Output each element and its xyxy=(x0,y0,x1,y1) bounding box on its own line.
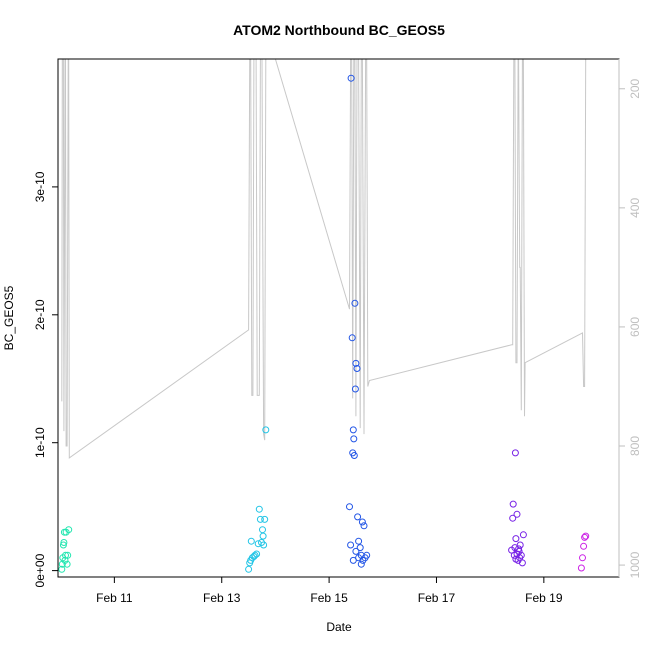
scatter-point xyxy=(358,518,366,526)
scatter-point xyxy=(62,551,69,559)
scatter-point xyxy=(259,532,267,540)
scatter-point xyxy=(512,535,520,543)
scatter-point xyxy=(582,532,590,540)
scatter-point xyxy=(349,426,357,434)
scatter-point xyxy=(255,505,263,513)
scatter-point xyxy=(355,537,363,545)
x-tick-label: Feb 11 xyxy=(96,591,133,605)
x-axis: Feb 11 Feb 13 Feb 15 Feb 17 Feb 19 xyxy=(96,577,563,605)
y-tick-label: 1e-10 xyxy=(33,427,47,458)
pressure-series-line xyxy=(61,58,587,459)
scatter-point xyxy=(58,565,66,573)
scatter-point xyxy=(581,533,589,541)
scatter-point xyxy=(348,334,356,342)
x-tick-label: Feb 17 xyxy=(418,591,456,605)
scatter-point xyxy=(355,554,363,562)
plot-frame xyxy=(57,58,620,578)
scatter-point xyxy=(347,74,355,82)
scatter-point xyxy=(245,565,253,573)
scatter-point xyxy=(347,541,355,549)
scatter-point xyxy=(353,365,361,372)
scatter-point xyxy=(519,531,527,539)
scatter-point xyxy=(65,526,73,534)
right-tick-label: 600 xyxy=(628,317,642,337)
right-tick-label: 800 xyxy=(628,436,642,456)
scatter-point xyxy=(509,500,517,508)
scatter-points-layer xyxy=(58,74,590,573)
y-tick-label: 0e+00 xyxy=(33,553,47,587)
y-tick-label: 3e-10 xyxy=(33,171,47,202)
right-axis: 200 400 600 800 1000 xyxy=(618,59,642,578)
scatter-point xyxy=(363,551,371,559)
y-axis-label: BC_GEOS5 xyxy=(2,285,16,350)
right-tick-label: 1000 xyxy=(628,551,642,578)
scatter-point xyxy=(513,510,521,518)
scatter-point xyxy=(352,547,360,555)
scatter-point xyxy=(262,426,270,434)
pressure-line-layer xyxy=(61,58,587,459)
scatter-point xyxy=(59,541,67,549)
scatter-point xyxy=(360,522,368,530)
scatter-point xyxy=(352,359,360,367)
scatter-point xyxy=(64,551,72,559)
right-tick-label: 400 xyxy=(628,198,642,218)
scatter-point xyxy=(60,539,68,546)
y-axis: 0e+00 1e-10 2e-10 3e-10 xyxy=(33,171,58,587)
scatter-point xyxy=(356,544,364,552)
scatter-point xyxy=(357,560,365,568)
scatter-point xyxy=(63,560,71,568)
scatter-point xyxy=(351,385,359,393)
scatter-point xyxy=(516,541,524,549)
scatter-point xyxy=(256,515,264,523)
scatter-point xyxy=(517,551,525,559)
scatter-point xyxy=(512,555,520,563)
scatter-point xyxy=(259,526,266,534)
scatter-point xyxy=(251,551,259,559)
x-axis-label: Date xyxy=(326,620,352,634)
x-tick-label: Feb 13 xyxy=(203,591,241,605)
x-tick-label: Feb 15 xyxy=(310,591,348,605)
scatter-point xyxy=(354,513,362,521)
scatter-point xyxy=(261,515,269,523)
scatter-point xyxy=(509,514,517,522)
scatter-point xyxy=(253,550,261,558)
scatter-point xyxy=(260,541,268,549)
y-tick-label: 2e-10 xyxy=(33,299,47,330)
scatter-point xyxy=(580,542,588,550)
right-tick-label: 200 xyxy=(628,78,642,98)
scatter-point xyxy=(350,452,358,459)
scatter-point xyxy=(511,449,519,457)
scatter-point xyxy=(518,559,526,567)
scatter-point xyxy=(247,537,255,545)
scatter-point xyxy=(346,503,353,511)
x-tick-label: Feb 19 xyxy=(525,591,563,605)
scatter-point xyxy=(351,299,359,307)
scatter-point xyxy=(350,435,358,443)
scatter-point xyxy=(515,545,523,553)
scatter-point xyxy=(577,564,585,572)
chart-title: ATOM2 Northbound BC_GEOS5 xyxy=(233,22,445,38)
scatter-point xyxy=(579,554,586,562)
